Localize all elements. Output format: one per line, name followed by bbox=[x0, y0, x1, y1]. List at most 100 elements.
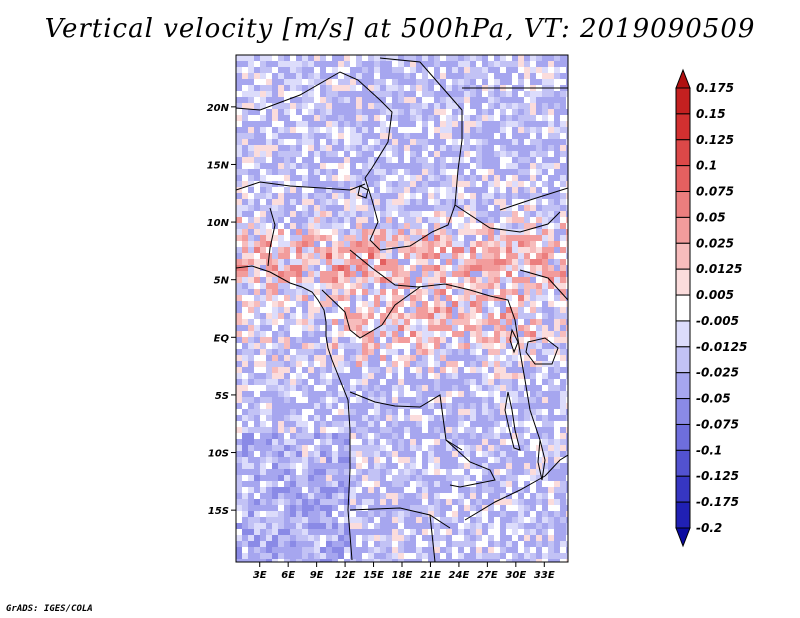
field-cell bbox=[494, 139, 500, 145]
field-cell bbox=[446, 199, 452, 205]
field-cell bbox=[362, 151, 368, 157]
field-cell bbox=[566, 415, 568, 421]
field-cell bbox=[284, 193, 290, 199]
field-cell bbox=[500, 145, 506, 151]
field-cell bbox=[356, 541, 362, 547]
field-cell bbox=[458, 427, 464, 433]
field-cell bbox=[350, 97, 356, 103]
field-cell bbox=[380, 391, 386, 397]
field-cell bbox=[446, 115, 452, 121]
field-cell bbox=[272, 163, 278, 169]
field-cell bbox=[386, 529, 392, 535]
field-cell bbox=[488, 511, 494, 517]
field-cell bbox=[380, 199, 386, 205]
field-cell bbox=[392, 241, 398, 247]
field-cell bbox=[332, 217, 338, 223]
field-cell bbox=[470, 193, 476, 199]
field-cell bbox=[536, 241, 542, 247]
field-cell bbox=[542, 427, 548, 433]
field-cell bbox=[332, 511, 338, 517]
field-cell bbox=[554, 157, 560, 163]
field-cell bbox=[530, 301, 536, 307]
field-cell bbox=[350, 295, 356, 301]
field-cell bbox=[470, 397, 476, 403]
field-cell bbox=[494, 469, 500, 475]
field-cell bbox=[494, 421, 500, 427]
field-cell bbox=[512, 187, 518, 193]
field-cell bbox=[542, 439, 548, 445]
field-cell bbox=[440, 313, 446, 319]
field-cell bbox=[290, 475, 296, 481]
field-cell bbox=[254, 61, 260, 67]
field-cell bbox=[422, 205, 428, 211]
field-cell bbox=[314, 109, 320, 115]
field-cell bbox=[248, 529, 254, 535]
field-cell bbox=[380, 439, 386, 445]
field-cell bbox=[386, 499, 392, 505]
field-cell bbox=[350, 91, 356, 97]
field-cell bbox=[266, 337, 272, 343]
field-cell bbox=[554, 553, 560, 559]
field-cell bbox=[254, 97, 260, 103]
field-cell bbox=[356, 427, 362, 433]
field-cell bbox=[470, 541, 476, 547]
field-cell bbox=[446, 109, 452, 115]
field-cell bbox=[500, 271, 506, 277]
field-cell bbox=[392, 547, 398, 553]
field-cell bbox=[356, 235, 362, 241]
field-cell bbox=[290, 451, 296, 457]
field-cell bbox=[350, 535, 356, 541]
field-cell bbox=[356, 547, 362, 553]
field-cell bbox=[506, 355, 512, 361]
field-cell bbox=[530, 115, 536, 121]
field-cell bbox=[338, 487, 344, 493]
field-cell bbox=[374, 403, 380, 409]
field-cell bbox=[482, 127, 488, 133]
field-cell bbox=[530, 265, 536, 271]
field-cell bbox=[518, 313, 524, 319]
field-cell bbox=[470, 391, 476, 397]
field-cell bbox=[296, 241, 302, 247]
field-cell bbox=[470, 121, 476, 127]
field-cell bbox=[422, 145, 428, 151]
field-cell bbox=[350, 55, 356, 61]
field-cell bbox=[524, 319, 530, 325]
field-cell bbox=[512, 139, 518, 145]
field-cell bbox=[278, 73, 284, 79]
field-cell bbox=[494, 481, 500, 487]
field-cell bbox=[236, 163, 242, 169]
field-cell bbox=[356, 457, 362, 463]
field-cell bbox=[506, 451, 512, 457]
field-cell bbox=[548, 331, 554, 337]
field-cell bbox=[302, 265, 308, 271]
field-cell bbox=[446, 73, 452, 79]
field-cell bbox=[332, 325, 338, 331]
field-cell bbox=[542, 109, 548, 115]
field-cell bbox=[566, 223, 568, 229]
field-cell bbox=[470, 529, 476, 535]
field-cell bbox=[302, 427, 308, 433]
field-cell bbox=[536, 391, 542, 397]
field-cell bbox=[386, 373, 392, 379]
field-cell bbox=[488, 349, 494, 355]
field-cell bbox=[482, 439, 488, 445]
field-cell bbox=[506, 61, 512, 67]
field-cell bbox=[260, 91, 266, 97]
field-cell bbox=[500, 337, 506, 343]
field-cell bbox=[356, 67, 362, 73]
field-cell bbox=[392, 229, 398, 235]
field-cell bbox=[350, 361, 356, 367]
field-cell bbox=[404, 289, 410, 295]
field-cell bbox=[314, 277, 320, 283]
field-cell bbox=[308, 355, 314, 361]
field-cell bbox=[560, 205, 566, 211]
field-cell bbox=[362, 61, 368, 67]
field-cell bbox=[350, 475, 356, 481]
field-cell bbox=[320, 355, 326, 361]
field-cell bbox=[386, 127, 392, 133]
field-cell bbox=[242, 541, 248, 547]
field-cell bbox=[260, 157, 266, 163]
field-cell bbox=[392, 409, 398, 415]
field-cell bbox=[236, 277, 242, 283]
field-cell bbox=[410, 403, 416, 409]
